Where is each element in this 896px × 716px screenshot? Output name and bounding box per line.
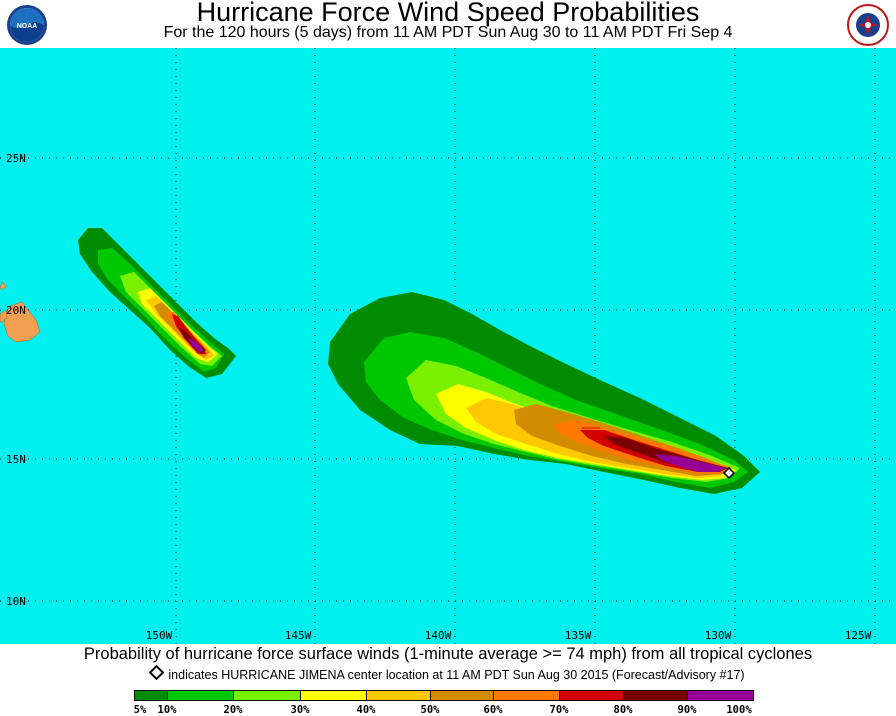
legend-swatch [167, 690, 234, 701]
legend-swatch [493, 690, 560, 701]
legend-label: 50% [420, 704, 440, 716]
diamond-icon [722, 466, 736, 480]
marker-note-text: indicates HURRICANE JIMENA center locati… [168, 668, 745, 682]
color-legend [134, 690, 754, 702]
legend-swatch [623, 690, 688, 701]
lon-label: 135W [565, 629, 592, 642]
svg-text:NOAA: NOAA [17, 23, 38, 30]
legend-label: 30% [290, 704, 310, 716]
legend-label: 40% [356, 704, 376, 716]
marker-note: indicates HURRICANE JIMENA center locati… [0, 664, 896, 683]
probability-swath-west [78, 228, 236, 378]
legend-swatch [559, 690, 624, 701]
lat-label: 15N [6, 453, 26, 466]
hawaii-land [0, 281, 41, 343]
footer: Probability of hurricane force surface w… [0, 644, 896, 716]
legend-label: 5% [133, 704, 147, 716]
legend-swatch [430, 690, 494, 701]
legend-label: 70% [549, 704, 569, 716]
page-title: Hurricane Force Wind Speed Probabilities [196, 0, 700, 27]
legend-label: 80% [613, 704, 633, 716]
legend-swatch [300, 690, 367, 701]
legend-label: 20% [223, 704, 243, 716]
legend-label: 10% [157, 704, 177, 716]
legend-label: 60% [483, 704, 503, 716]
lon-label: 130W [705, 629, 732, 642]
header: NOAA Hurricane Force Wind Speed Probabil… [0, 0, 896, 48]
probability-swath-jimena [328, 292, 760, 494]
lat-label: 25N [6, 152, 26, 165]
probability-map: 25N 20N 15N 10N 150W 145W 140W 135W 130W… [0, 48, 896, 644]
lat-labels: 25N 20N 15N 10N [6, 152, 26, 608]
diamond-icon [149, 664, 165, 681]
lon-label: 140W [425, 629, 452, 642]
lon-label: 125W [845, 629, 872, 642]
legend-swatch [687, 690, 754, 701]
page-subtitle: For the 120 hours (5 days) from 11 AM PD… [163, 24, 733, 41]
legend-labels: 5% 10% 20% 30% 40% 50% 60% 70% 80% 90% 100% [0, 704, 896, 716]
legend-label: 90% [677, 704, 697, 716]
lon-label: 150W [146, 629, 173, 642]
noaa-logo-icon: NOAA [7, 5, 47, 45]
lat-label: 20N [6, 304, 26, 317]
lat-label: 10N [6, 595, 26, 608]
legend-label: 100% [726, 704, 752, 716]
legend-swatch [366, 690, 431, 701]
legend-swatch [134, 690, 168, 701]
nws-logo-icon [847, 4, 889, 46]
map-description: Probability of hurricane force surface w… [83, 645, 813, 663]
lon-label: 145W [285, 629, 312, 642]
legend-swatch [233, 690, 301, 701]
lon-labels: 150W 145W 140W 135W 130W 125W [146, 629, 872, 642]
